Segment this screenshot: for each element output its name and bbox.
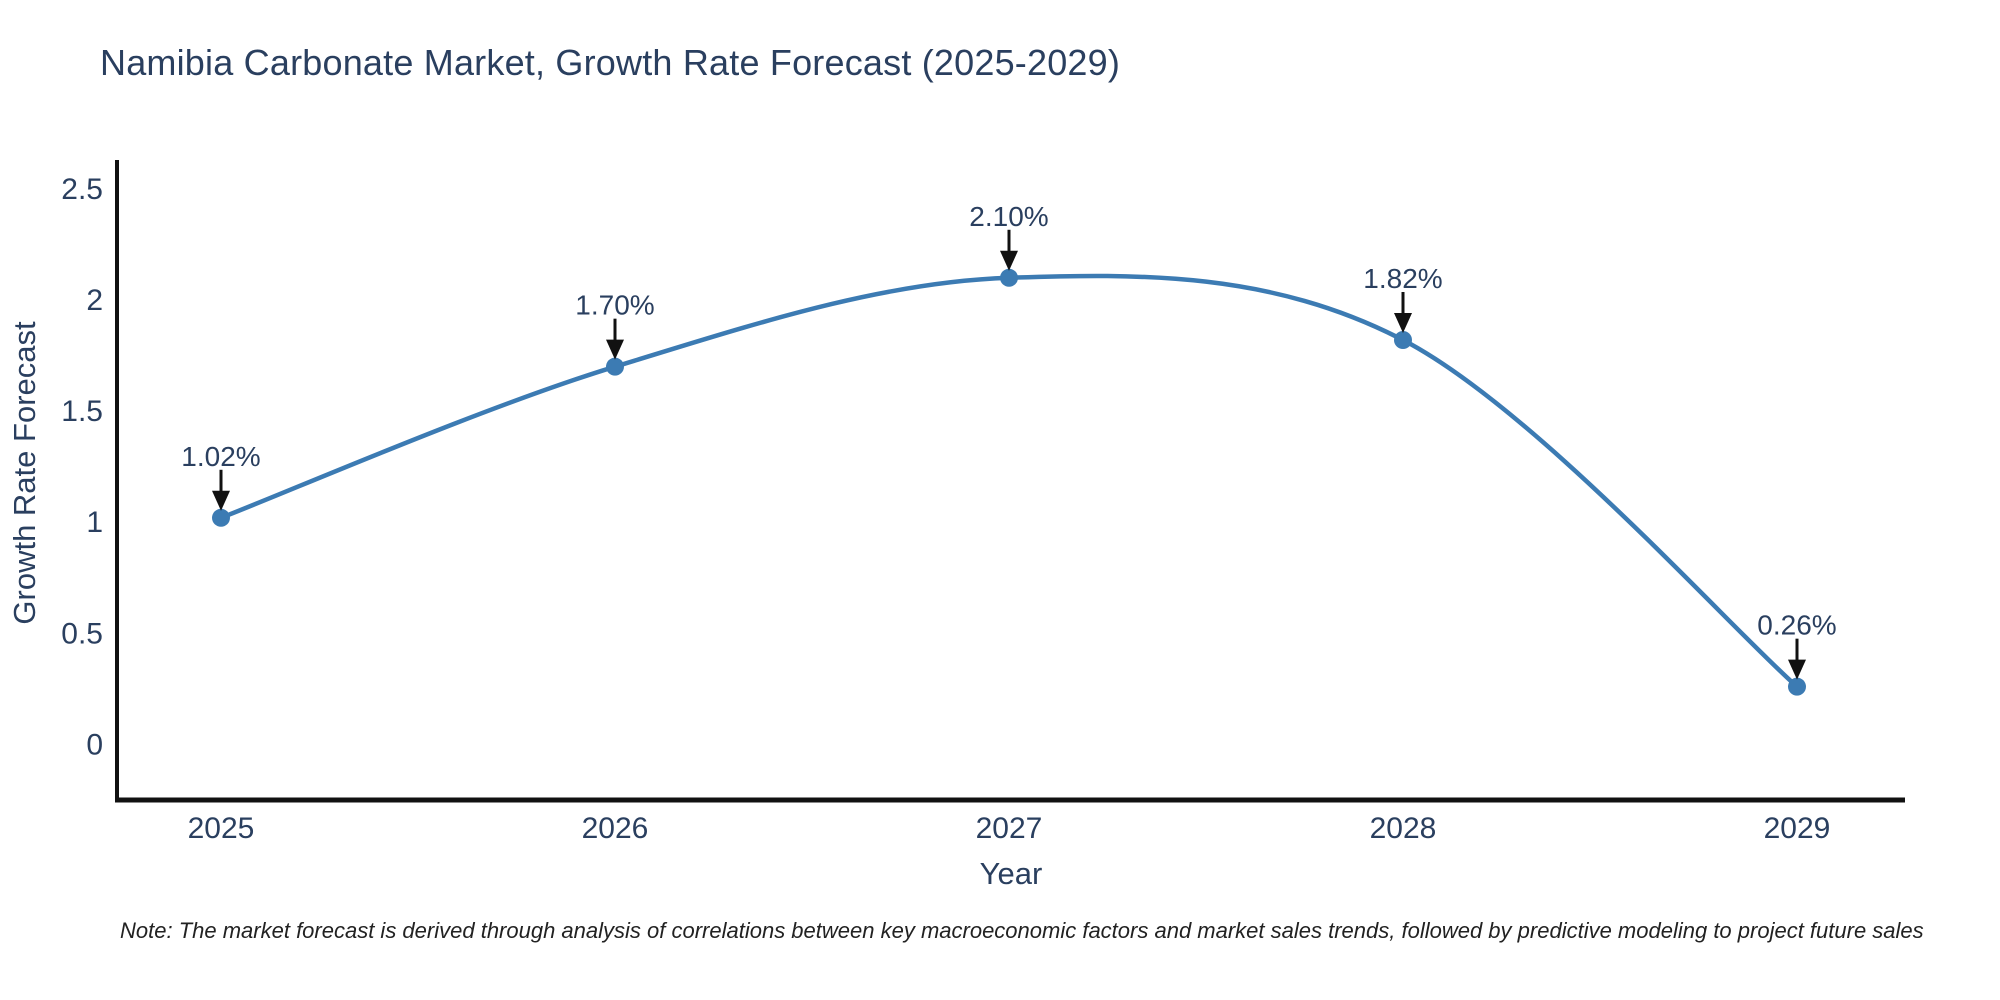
chart-title: Namibia Carbonate Market, Growth Rate Fo… <box>100 42 1121 83</box>
data-point-marker <box>1000 268 1018 287</box>
x-tick-label: 2029 <box>1764 812 1831 845</box>
y-tick-label: 0.5 <box>61 617 103 650</box>
annotation-arrowhead-icon <box>606 339 624 360</box>
x-tick-label: 2026 <box>582 812 649 845</box>
x-tick-label: 2028 <box>1370 812 1437 845</box>
y-tick-label: 2 <box>86 284 103 317</box>
annotation-arrowhead-icon <box>1788 659 1806 680</box>
footnote: Note: The market forecast is derived thr… <box>120 918 1924 943</box>
x-tick-label: 2025 <box>188 812 255 845</box>
y-axis-tick-labels: 0 0.5 1 1.5 2 2.5 <box>61 173 103 762</box>
data-point-annotations: 1.02% 1.70% 2.10% 1.82% 0.26% <box>181 201 1837 680</box>
point-value-label: 1.02% <box>181 441 260 472</box>
annotation-arrowhead-icon <box>1000 250 1018 271</box>
x-axis-title: Year <box>980 856 1043 891</box>
forecast-spline-path <box>218 273 1800 689</box>
y-tick-label: 0 <box>86 728 103 761</box>
data-point-marker <box>1394 331 1412 349</box>
y-tick-label: 1 <box>86 506 103 539</box>
y-axis-title: Growth Rate Forecast <box>7 321 42 625</box>
data-point-marker <box>212 508 230 527</box>
data-point-marker <box>1788 677 1806 696</box>
annotation-arrowhead-icon <box>212 490 230 511</box>
annotation-arrowhead-icon <box>1394 313 1412 333</box>
y-tick-label: 2.5 <box>61 173 103 206</box>
forecast-line-series <box>212 268 1806 696</box>
axes <box>115 160 1905 803</box>
x-tick-label: 2027 <box>976 812 1043 845</box>
data-point-marker <box>606 357 624 376</box>
point-value-label: 0.26% <box>1757 610 1836 641</box>
point-value-label: 1.82% <box>1363 263 1442 294</box>
y-tick-label: 1.5 <box>61 395 103 428</box>
point-value-label: 2.10% <box>969 201 1048 232</box>
point-value-label: 1.70% <box>575 290 654 321</box>
x-axis-tick-labels: 2025 2026 2027 2028 2029 <box>188 812 1831 845</box>
